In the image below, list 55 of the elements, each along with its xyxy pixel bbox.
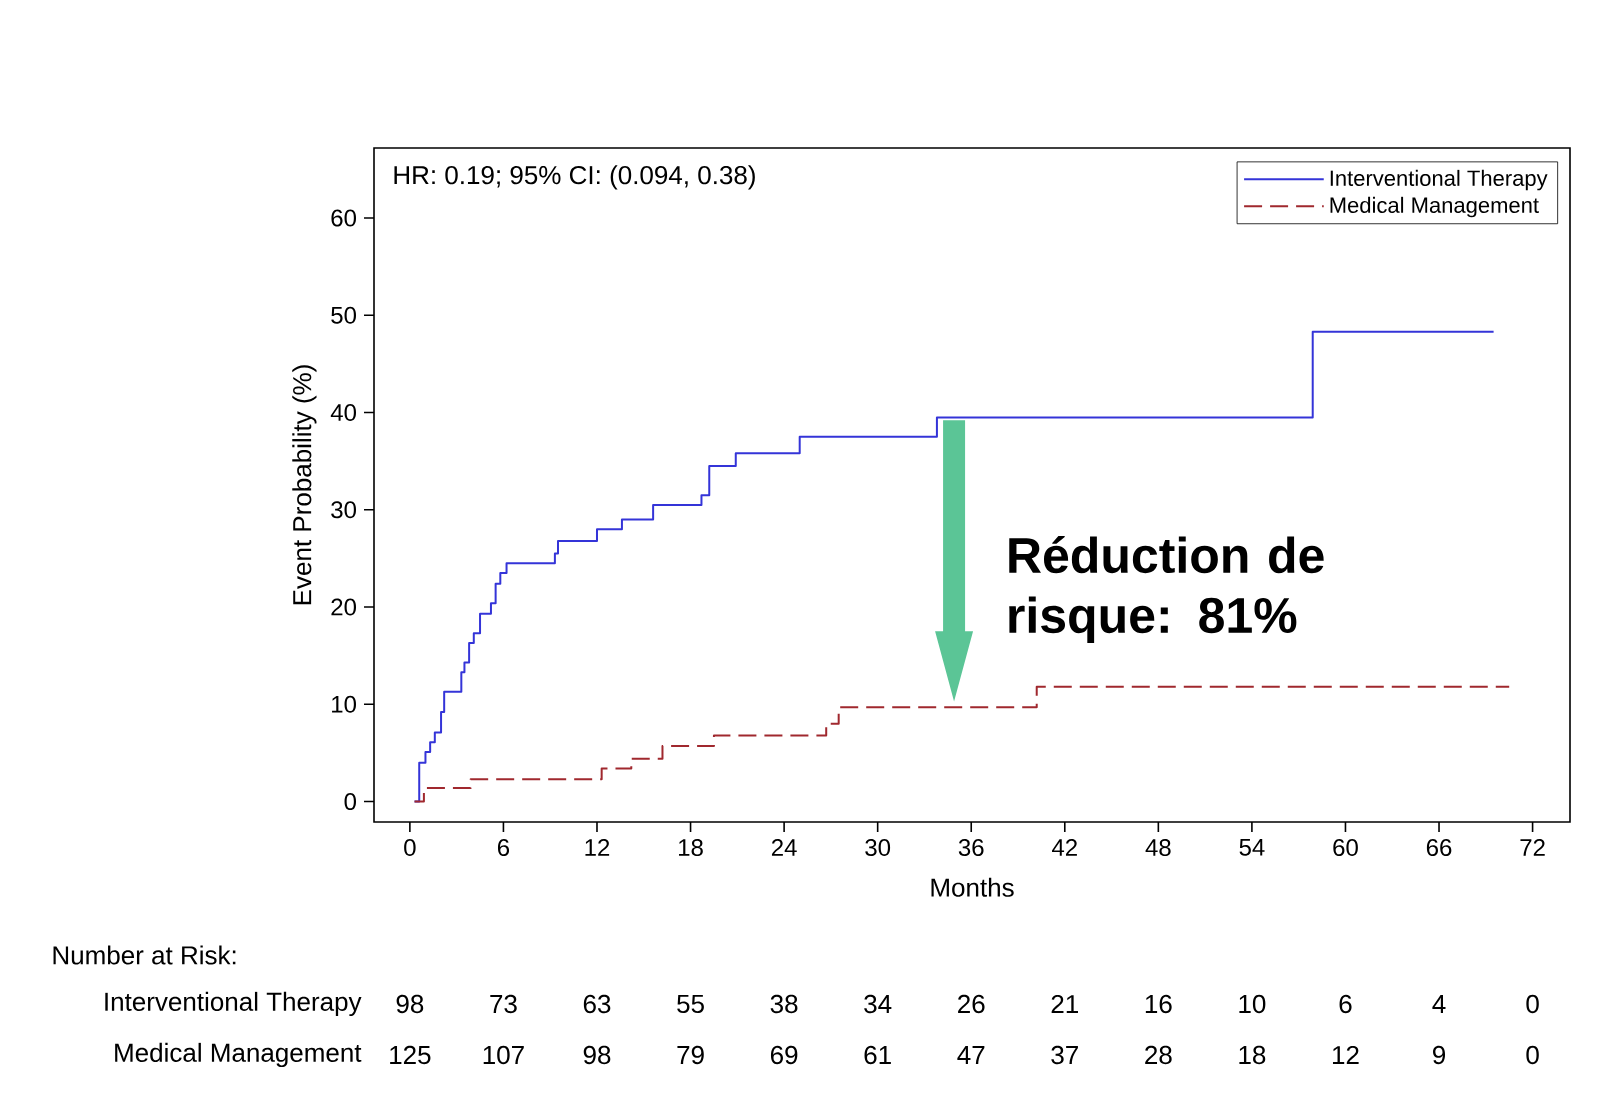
x-tick-label: 18 bbox=[679, 839, 703, 857]
text: 79 bbox=[677, 1045, 704, 1065]
text: 69 bbox=[770, 1045, 798, 1065]
text: 55 bbox=[677, 994, 704, 1014]
x-tick-label: 24 bbox=[771, 839, 797, 856]
x-tick-label: 60 bbox=[1333, 839, 1358, 857]
text: 16 bbox=[1145, 994, 1172, 1014]
text: 98 bbox=[583, 1045, 611, 1065]
x-axis-title: Months bbox=[931, 877, 1014, 897]
text: 107 bbox=[483, 1045, 524, 1065]
y-tick-label: 40 bbox=[330, 404, 357, 421]
text: 98 bbox=[396, 994, 424, 1014]
text: 0 bbox=[1526, 1045, 1539, 1065]
y-tick-label: 20 bbox=[331, 598, 357, 616]
y-tick-label: 50 bbox=[331, 306, 357, 324]
text: 28 bbox=[1145, 1045, 1172, 1065]
y-tick-label: 30 bbox=[331, 501, 357, 519]
text: 61 bbox=[864, 1045, 891, 1065]
y-tick-label: 10 bbox=[332, 695, 357, 713]
text: Interventional Therapy bbox=[105, 991, 362, 1017]
y-tick-label: 0 bbox=[344, 793, 357, 811]
legend-label: Interventional Therapy bbox=[1330, 169, 1548, 191]
text: 47 bbox=[957, 1046, 985, 1064]
x-tick-label: 66 bbox=[1426, 839, 1452, 857]
text: 10 bbox=[1239, 994, 1266, 1014]
annotation: HR: 0.19; 95% CI: (0.094, 0.38) bbox=[394, 165, 755, 190]
x-tick-label: 48 bbox=[1145, 839, 1171, 857]
text: 73 bbox=[490, 994, 517, 1014]
text: 18 bbox=[1239, 1045, 1266, 1065]
x-tick-label: 42 bbox=[1052, 839, 1077, 856]
text: 21 bbox=[1051, 994, 1078, 1014]
text: 34 bbox=[864, 994, 892, 1014]
x-tick-label: 54 bbox=[1239, 839, 1265, 856]
x-tick-label: 36 bbox=[958, 839, 984, 857]
annotation: Réduction de risque: 81% bbox=[1009, 536, 1324, 644]
text: 6 bbox=[1339, 994, 1352, 1014]
text: 4 bbox=[1432, 995, 1446, 1013]
text: 9 bbox=[1433, 1045, 1446, 1065]
x-tick-label: 0 bbox=[404, 839, 416, 857]
legend-label: Medical Management bbox=[1330, 196, 1539, 218]
text: Medical Management bbox=[115, 1042, 362, 1068]
text: 26 bbox=[958, 994, 985, 1014]
text: 38 bbox=[770, 994, 798, 1014]
x-tick-label: 12 bbox=[585, 839, 610, 856]
x-tick-label: 72 bbox=[1520, 839, 1545, 856]
x-tick-label: 30 bbox=[865, 839, 891, 857]
x-tick-label: 6 bbox=[497, 839, 510, 857]
text: 125 bbox=[390, 1045, 431, 1065]
text: 12 bbox=[1332, 1045, 1359, 1065]
text: 63 bbox=[583, 994, 611, 1014]
y-axis-title: Event Probability (%) bbox=[292, 365, 317, 605]
text: 37 bbox=[1051, 1045, 1078, 1065]
text: 0 bbox=[1526, 994, 1539, 1014]
text: Number at Risk: bbox=[53, 945, 236, 965]
y-tick-label: 60 bbox=[331, 209, 357, 227]
